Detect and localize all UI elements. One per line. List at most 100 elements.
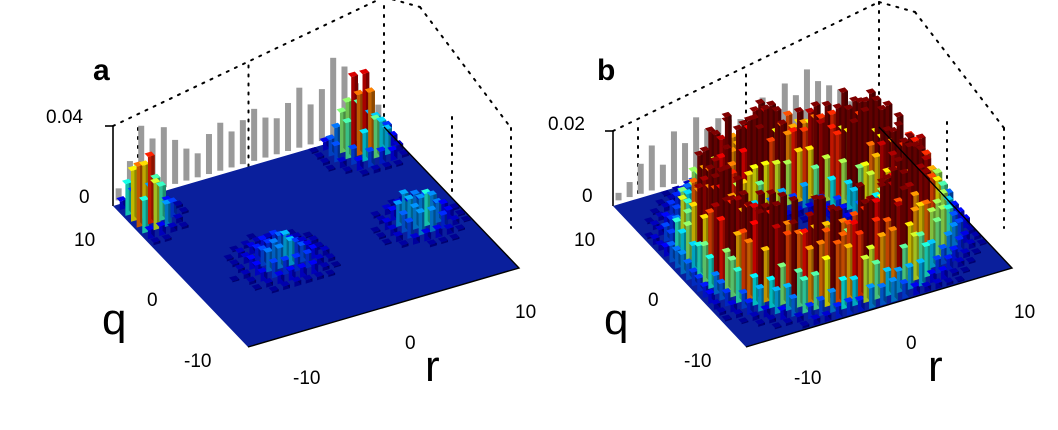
bar-face-top	[926, 269, 937, 275]
bar-face-top	[387, 224, 398, 230]
panel-a-y-tick-top: 10	[74, 230, 95, 251]
bar-face-top	[325, 134, 336, 140]
bar-face-top	[743, 237, 754, 244]
bar-face-top	[437, 198, 449, 205]
bar-face-top	[716, 153, 727, 159]
bar-face-top	[167, 222, 178, 228]
bar-face-top	[898, 278, 909, 285]
bar-face-top	[336, 107, 347, 113]
bar-face-top	[127, 165, 138, 172]
bar-face-top	[788, 123, 799, 129]
bar-face-top	[749, 219, 760, 226]
bar-face-top	[849, 275, 860, 281]
bar-face-top	[832, 103, 843, 109]
top-right-edge	[878, 1, 916, 13]
bar	[860, 254, 871, 304]
projection-bar	[217, 122, 224, 171]
bar-face-top	[815, 113, 826, 119]
bar-face-top	[893, 120, 904, 127]
bar-face-top	[426, 190, 437, 196]
bar-face-top	[721, 164, 732, 170]
bar-face-top	[970, 248, 981, 254]
bar	[876, 231, 887, 291]
bar-face-top	[682, 258, 693, 264]
bar-face-top	[319, 157, 330, 164]
bar-face-top	[738, 189, 749, 196]
bar-face-top	[832, 194, 843, 201]
bar-face-top	[649, 233, 660, 240]
bar-face-top	[810, 314, 821, 320]
bar-face-front	[328, 273, 336, 277]
bar-face-front	[458, 227, 465, 232]
bar-face-top	[760, 202, 771, 208]
bar-face-top	[804, 301, 815, 308]
bar-face-top	[777, 262, 788, 268]
bar	[454, 209, 465, 217]
bar-face-top	[743, 170, 754, 176]
bar-face-top	[815, 239, 826, 245]
bar-face-top	[376, 116, 387, 123]
bar-face-top	[409, 202, 420, 209]
bar-face-top	[782, 317, 793, 324]
bar	[454, 224, 465, 232]
bar-face-top	[291, 232, 302, 238]
bar-face-top	[262, 247, 274, 253]
bar-face-top	[926, 206, 937, 213]
bar	[381, 161, 392, 171]
bar-face-top	[392, 199, 403, 206]
bar-face-top	[976, 238, 987, 245]
bar-face-top	[291, 252, 302, 259]
bar-face-top	[943, 230, 954, 237]
bar-face-top	[449, 233, 460, 240]
bar	[313, 271, 324, 281]
bar-face-top	[330, 260, 341, 267]
bar-face-front	[758, 322, 765, 327]
bar-face-top	[279, 281, 290, 287]
bar-face-top	[887, 276, 898, 283]
bar-face-top	[699, 281, 710, 287]
bar-face-top	[777, 305, 788, 311]
bar	[910, 281, 921, 296]
bar-face-top	[415, 207, 426, 214]
bar-face-top	[754, 208, 765, 214]
bar	[381, 238, 392, 246]
bar-face-top	[876, 104, 887, 111]
bar-face-top	[246, 233, 257, 239]
bar	[167, 222, 178, 233]
bar-face-front	[401, 153, 409, 158]
top-right-edge	[391, 0, 421, 8]
bar	[313, 253, 324, 266]
bar	[887, 276, 898, 303]
bar-face-front	[441, 240, 448, 245]
bar-face-top	[302, 231, 313, 237]
projection-bar	[205, 134, 212, 175]
panel-a: a 0.04 0 10 0 -10 q -10 0 10 r	[46, 0, 536, 391]
bar-face-front	[458, 212, 465, 217]
bar-face-front	[384, 241, 392, 246]
bar-face-top	[832, 130, 843, 136]
bar	[732, 309, 743, 319]
bar	[370, 226, 381, 234]
bar-face-top	[649, 220, 660, 226]
bar-face-top	[313, 253, 324, 260]
bar-face-front	[176, 204, 183, 209]
bar	[948, 268, 959, 277]
bar-face-top	[381, 120, 392, 127]
bar-face-top	[364, 87, 375, 93]
panel-b-x-axis-label: r	[928, 342, 943, 391]
bar-face-top	[325, 164, 336, 171]
bar-face-top	[948, 221, 959, 228]
bar-face-top	[161, 234, 172, 240]
bar-face-front	[362, 172, 370, 177]
bar-face-top	[915, 163, 926, 169]
bar-face-top	[671, 204, 682, 210]
bar	[460, 215, 471, 223]
bar-face-top	[865, 88, 876, 94]
bar	[754, 319, 765, 327]
bar-face-top	[262, 277, 273, 284]
bar-face-top	[871, 259, 882, 265]
bar-face-top	[319, 245, 330, 251]
bar-face-top	[815, 295, 826, 302]
bar-face-top	[837, 158, 848, 164]
